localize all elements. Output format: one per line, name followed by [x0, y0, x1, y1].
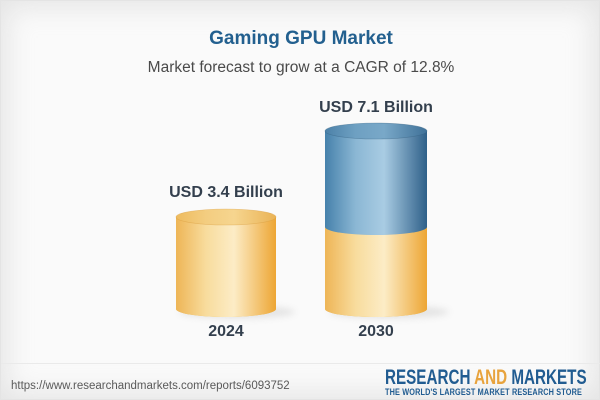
svg-text:USD 7.1 Billion: USD 7.1 Billion	[319, 99, 433, 116]
svg-text:2030: 2030	[358, 323, 394, 340]
svg-text:2024: 2024	[208, 323, 244, 340]
svg-text:USD 3.4 Billion: USD 3.4 Billion	[169, 184, 283, 201]
